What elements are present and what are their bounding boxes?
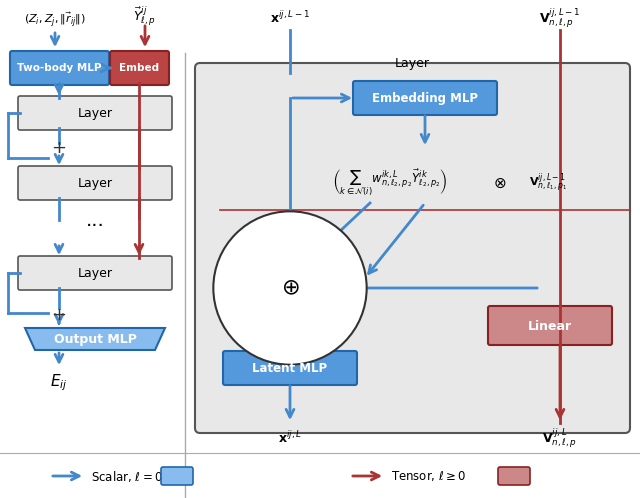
Text: Scalar, $\ell = 0$: Scalar, $\ell = 0$ — [91, 469, 163, 484]
FancyBboxPatch shape — [353, 81, 497, 115]
FancyBboxPatch shape — [18, 96, 172, 130]
Text: Output MLP: Output MLP — [54, 333, 136, 346]
Text: ...: ... — [86, 211, 104, 230]
Text: $\oplus$: $\oplus$ — [281, 278, 300, 298]
Text: $\left(\sum_{k \in \mathcal{N}(i)} w^{ik,L}_{n,\ell_2,p_2} \vec{Y}^{ik}_{\ell_2,: $\left(\sum_{k \in \mathcal{N}(i)} w^{ik… — [332, 168, 448, 198]
Text: $\vec{Y}^{ij}_{\ell,p}$: $\vec{Y}^{ij}_{\ell,p}$ — [134, 4, 157, 28]
Text: $\mathbf{V}^{ij,L-1}_{n,\ell_1,p_1}$: $\mathbf{V}^{ij,L-1}_{n,\ell_1,p_1}$ — [529, 171, 567, 195]
Text: +: + — [51, 139, 67, 157]
FancyBboxPatch shape — [223, 351, 357, 385]
Text: Layer: Layer — [77, 266, 113, 279]
Text: Tensor, $\ell \geq 0$: Tensor, $\ell \geq 0$ — [391, 469, 467, 483]
FancyBboxPatch shape — [195, 63, 630, 433]
FancyBboxPatch shape — [18, 166, 172, 200]
Text: $\mathbf{V}^{ij,L}_{n,\ell,p}$: $\mathbf{V}^{ij,L}_{n,\ell,p}$ — [543, 426, 577, 450]
FancyBboxPatch shape — [10, 51, 109, 85]
FancyBboxPatch shape — [488, 306, 612, 345]
Text: $\mathbf{x}^{ij,L-1}$: $\mathbf{x}^{ij,L-1}$ — [270, 10, 310, 26]
Text: Linear: Linear — [528, 320, 572, 333]
Text: +: + — [51, 306, 67, 324]
Text: Layer: Layer — [77, 107, 113, 120]
Text: Latent MLP: Latent MLP — [252, 362, 328, 374]
FancyBboxPatch shape — [161, 467, 193, 485]
Text: Embedding MLP: Embedding MLP — [372, 92, 478, 105]
FancyBboxPatch shape — [110, 51, 169, 85]
Text: Two-body MLP: Two-body MLP — [17, 63, 101, 73]
FancyBboxPatch shape — [18, 256, 172, 290]
FancyBboxPatch shape — [498, 467, 530, 485]
Text: $\mathbf{x}^{ij,L}$: $\mathbf{x}^{ij,L}$ — [278, 430, 302, 446]
Polygon shape — [25, 328, 165, 350]
Text: Embed: Embed — [119, 63, 159, 73]
Text: Layer: Layer — [394, 56, 429, 70]
Text: Layer: Layer — [77, 176, 113, 190]
Text: $(Z_i, Z_j, \|\vec{r}_{ij}\|)$: $(Z_i, Z_j, \|\vec{r}_{ij}\|)$ — [24, 10, 86, 29]
Text: $E_{ij}$: $E_{ij}$ — [50, 373, 68, 393]
Text: $\otimes$: $\otimes$ — [493, 175, 507, 191]
Text: $\mathbf{V}^{ij,L-1}_{n,\ell,p}$: $\mathbf{V}^{ij,L-1}_{n,\ell,p}$ — [540, 6, 580, 30]
